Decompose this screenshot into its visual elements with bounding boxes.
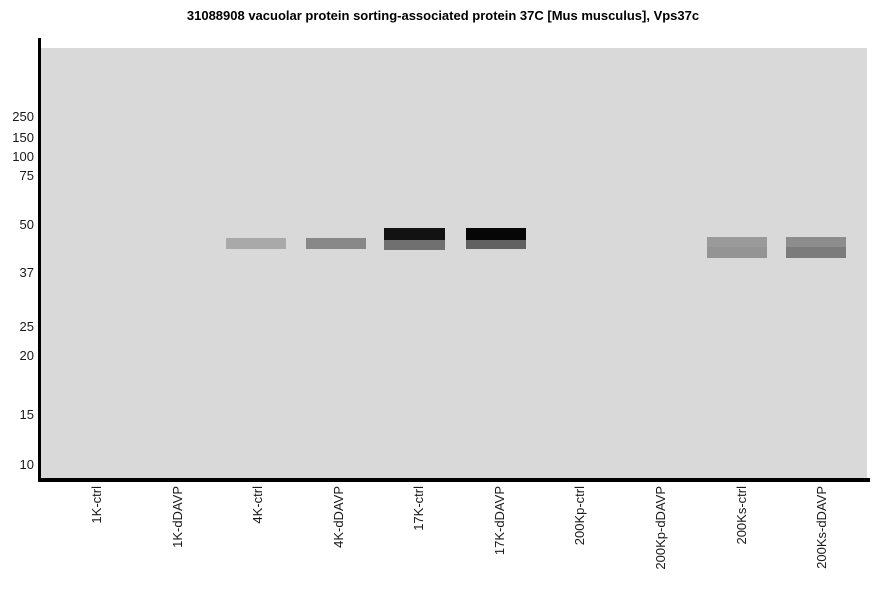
- lane-label-200Kp-ctrl: 200Kp-ctrl: [572, 486, 587, 546]
- y-tick-label-15: 15: [19, 407, 34, 422]
- y-tick-label-20: 20: [19, 348, 34, 363]
- band-200Ks-ctrl: [707, 237, 767, 247]
- band-17K-dDAVP: [466, 228, 526, 240]
- y-tick-label-37: 37: [19, 265, 34, 280]
- lane-label-17K-ctrl: 17K-ctrl: [411, 486, 426, 531]
- lane-label-200Ks-ctrl: 200Ks-ctrl: [734, 486, 749, 545]
- x-axis-line: [38, 478, 870, 482]
- y-tick-label-25: 25: [19, 319, 34, 334]
- lane-label-4K-ctrl: 4K-ctrl: [250, 486, 265, 524]
- y-tick-label-75: 75: [19, 168, 34, 183]
- lane-label-4K-dDAVP: 4K-dDAVP: [331, 486, 346, 548]
- y-tick-label-50: 50: [19, 217, 34, 232]
- lane-label-200Ks-dDAVP: 200Ks-dDAVP: [814, 486, 829, 569]
- y-tick-label-10: 10: [19, 457, 34, 472]
- y-axis-line: [38, 38, 41, 482]
- y-tick-label-100: 100: [12, 149, 34, 164]
- band-17K-ctrl: [384, 240, 445, 250]
- band-4K-ctrl: [226, 238, 286, 249]
- gel-plot-area: [41, 48, 867, 478]
- band-17K-ctrl: [384, 228, 445, 240]
- band-4K-dDAVP: [306, 238, 366, 249]
- band-200Ks-ctrl: [707, 247, 767, 258]
- band-17K-dDAVP: [466, 240, 526, 249]
- lane-label-1K-ctrl: 1K-ctrl: [89, 486, 104, 524]
- lane-label-200Kp-dDAVP: 200Kp-dDAVP: [653, 486, 668, 570]
- figure-title: 31088908 vacuolar protein sorting-associ…: [186, 8, 700, 23]
- y-tick-label-150: 150: [12, 130, 34, 145]
- y-tick-label-250: 250: [12, 109, 34, 124]
- lane-label-1K-dDAVP: 1K-dDAVP: [170, 486, 185, 548]
- band-200Ks-dDAVP: [786, 247, 846, 258]
- band-200Ks-dDAVP: [786, 237, 846, 247]
- lane-label-17K-dDAVP: 17K-dDAVP: [492, 486, 507, 556]
